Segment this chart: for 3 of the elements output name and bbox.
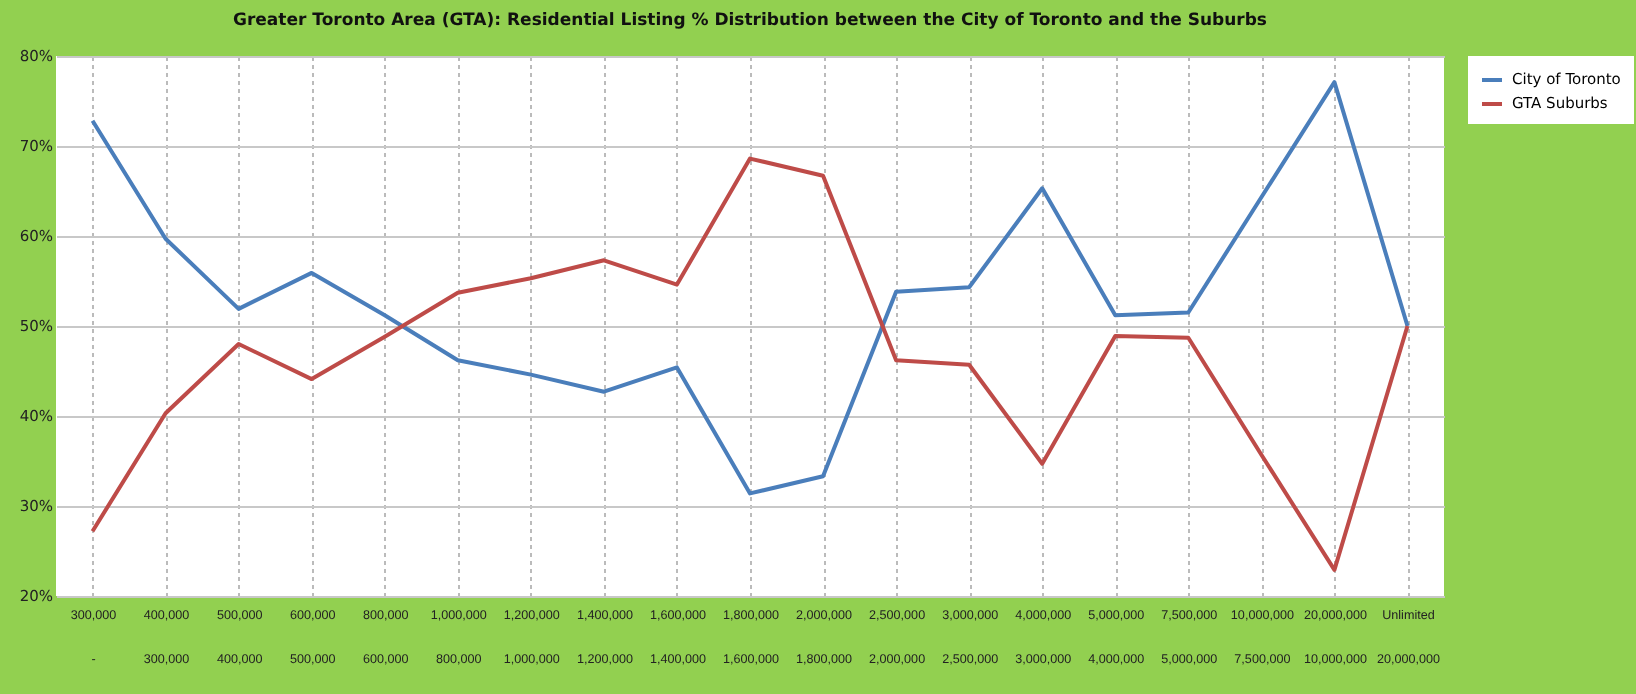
- line-series: [90, 80, 1410, 496]
- line-series: [90, 156, 1410, 572]
- chart-title: Greater Toronto Area (GTA): Residential Listing % Distribution between the City of Toronto and the Suburbs: [233, 11, 1267, 31]
